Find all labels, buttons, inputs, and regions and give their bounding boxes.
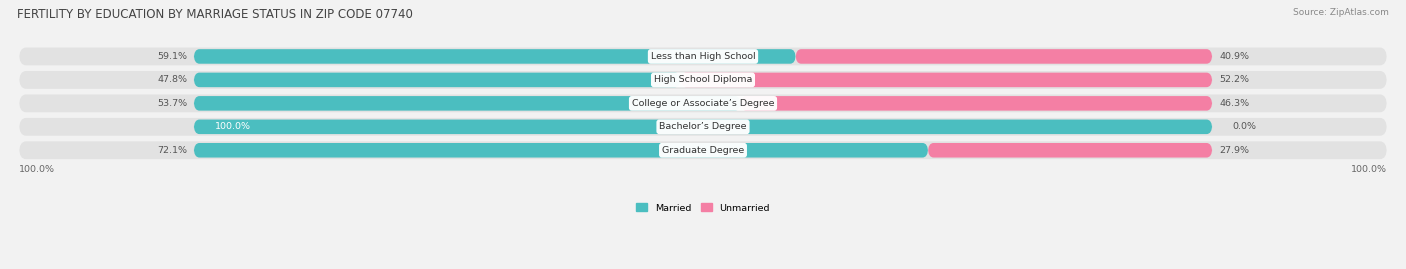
Text: 53.7%: 53.7% (157, 99, 187, 108)
FancyBboxPatch shape (194, 49, 796, 64)
Text: 46.3%: 46.3% (1219, 99, 1249, 108)
Legend: Married, Unmarried: Married, Unmarried (633, 200, 773, 217)
Text: 59.1%: 59.1% (157, 52, 187, 61)
Text: 40.9%: 40.9% (1219, 52, 1249, 61)
Text: 27.9%: 27.9% (1219, 146, 1249, 155)
Text: 100.0%: 100.0% (20, 165, 55, 174)
FancyBboxPatch shape (20, 71, 1386, 89)
Text: 52.2%: 52.2% (1219, 75, 1249, 84)
Text: 0.0%: 0.0% (1233, 122, 1257, 131)
Text: 72.1%: 72.1% (157, 146, 187, 155)
FancyBboxPatch shape (20, 48, 1386, 65)
FancyBboxPatch shape (194, 119, 1212, 134)
FancyBboxPatch shape (194, 96, 741, 111)
Text: Source: ZipAtlas.com: Source: ZipAtlas.com (1294, 8, 1389, 17)
Text: Less than High School: Less than High School (651, 52, 755, 61)
FancyBboxPatch shape (741, 96, 1212, 111)
FancyBboxPatch shape (20, 118, 1386, 136)
Text: 100.0%: 100.0% (1351, 165, 1386, 174)
Text: 47.8%: 47.8% (157, 75, 187, 84)
FancyBboxPatch shape (20, 94, 1386, 112)
FancyBboxPatch shape (928, 143, 1212, 158)
FancyBboxPatch shape (194, 143, 928, 158)
Text: Bachelor’s Degree: Bachelor’s Degree (659, 122, 747, 131)
Text: Graduate Degree: Graduate Degree (662, 146, 744, 155)
Text: College or Associate’s Degree: College or Associate’s Degree (631, 99, 775, 108)
FancyBboxPatch shape (194, 73, 681, 87)
Text: FERTILITY BY EDUCATION BY MARRIAGE STATUS IN ZIP CODE 07740: FERTILITY BY EDUCATION BY MARRIAGE STATU… (17, 8, 413, 21)
FancyBboxPatch shape (20, 141, 1386, 159)
FancyBboxPatch shape (796, 49, 1212, 64)
FancyBboxPatch shape (681, 73, 1212, 87)
Text: 100.0%: 100.0% (215, 122, 250, 131)
Text: High School Diploma: High School Diploma (654, 75, 752, 84)
